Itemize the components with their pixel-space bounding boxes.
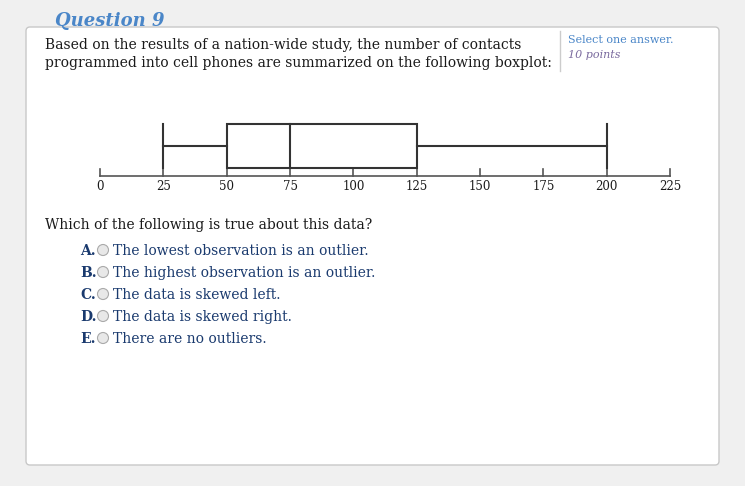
Circle shape [98, 289, 109, 299]
Text: E.: E. [80, 332, 95, 346]
Text: The data is skewed left.: The data is skewed left. [113, 288, 281, 302]
Text: 100: 100 [342, 180, 364, 193]
Text: B.: B. [80, 266, 97, 280]
Text: Select one answer.: Select one answer. [568, 35, 673, 45]
Text: 200: 200 [595, 180, 618, 193]
Text: The lowest observation is an outlier.: The lowest observation is an outlier. [113, 244, 369, 258]
Text: The highest observation is an outlier.: The highest observation is an outlier. [113, 266, 375, 280]
Circle shape [98, 266, 109, 278]
Text: 150: 150 [469, 180, 491, 193]
Text: A.: A. [80, 244, 95, 258]
Text: Question 9: Question 9 [55, 12, 165, 30]
FancyBboxPatch shape [26, 27, 719, 465]
Circle shape [98, 244, 109, 256]
Text: The data is skewed right.: The data is skewed right. [113, 310, 292, 324]
Text: Based on the results of a nation-wide study, the number of contacts: Based on the results of a nation-wide st… [45, 38, 522, 52]
Text: 125: 125 [405, 180, 428, 193]
Text: 10 points: 10 points [568, 50, 621, 60]
Text: 175: 175 [532, 180, 554, 193]
Text: 75: 75 [282, 180, 297, 193]
Circle shape [98, 332, 109, 344]
Text: 0: 0 [96, 180, 104, 193]
Text: There are no outliers.: There are no outliers. [113, 332, 267, 346]
Circle shape [98, 311, 109, 322]
Text: D.: D. [80, 310, 97, 324]
Text: C.: C. [80, 288, 96, 302]
Text: 225: 225 [659, 180, 681, 193]
Text: Which of the following is true about this data?: Which of the following is true about thi… [45, 218, 372, 232]
Text: 25: 25 [156, 180, 171, 193]
Text: 50: 50 [219, 180, 234, 193]
Bar [226, 124, 416, 168]
Text: programmed into cell phones are summarized on the following boxplot:: programmed into cell phones are summariz… [45, 56, 552, 70]
